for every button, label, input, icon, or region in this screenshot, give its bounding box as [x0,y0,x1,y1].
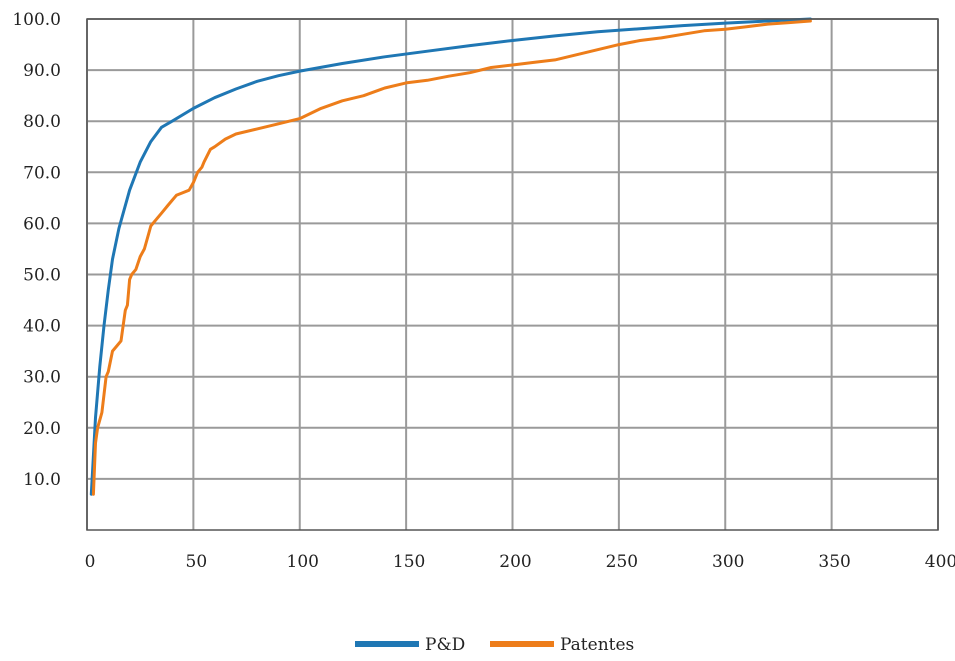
series-lines [89,17,812,496]
x-tick-label: 0 [85,552,96,572]
legend: P&D Patentes [355,635,634,655]
legend-label: P&D [425,635,465,655]
grid-lines [86,18,939,530]
plot-frame [86,18,939,531]
series-line-p-and-d [89,17,812,496]
series-line-patentes [91,19,812,496]
x-tick-label: 200 [499,552,531,572]
x-axis-tick-labels: 0 50 100 150 200 250 300 350 400 [85,552,955,572]
x-tick-label: 400 [925,552,955,572]
x-tick-label: 50 [186,552,208,572]
legend-item: Patentes [490,635,634,655]
y-tick-label: 60.0 [23,214,61,234]
y-tick-label: 100.0 [12,10,61,30]
x-tick-label: 300 [712,552,744,572]
y-tick-label: 20.0 [23,419,61,439]
y-tick-label: 30.0 [23,368,61,388]
x-tick-label: 100 [287,552,319,572]
y-tick-label: 40.0 [23,317,61,337]
x-tick-label: 250 [606,552,638,572]
y-tick-label: 50.0 [23,266,61,286]
y-tick-label: 70.0 [23,163,61,183]
y-tick-label: 90.0 [23,61,61,81]
x-tick-label: 150 [393,552,425,572]
y-axis-tick-labels: 10.0 20.0 30.0 40.0 50.0 60.0 70.0 80.0 90.0 100.… [12,10,61,490]
x-tick-label: 350 [818,552,850,572]
plot-area-border [86,18,939,531]
y-tick-label: 80.0 [23,112,61,132]
legend-label: Patentes [560,635,634,655]
legend-item: P&D [355,635,465,655]
y-tick-label: 10.0 [23,470,61,490]
